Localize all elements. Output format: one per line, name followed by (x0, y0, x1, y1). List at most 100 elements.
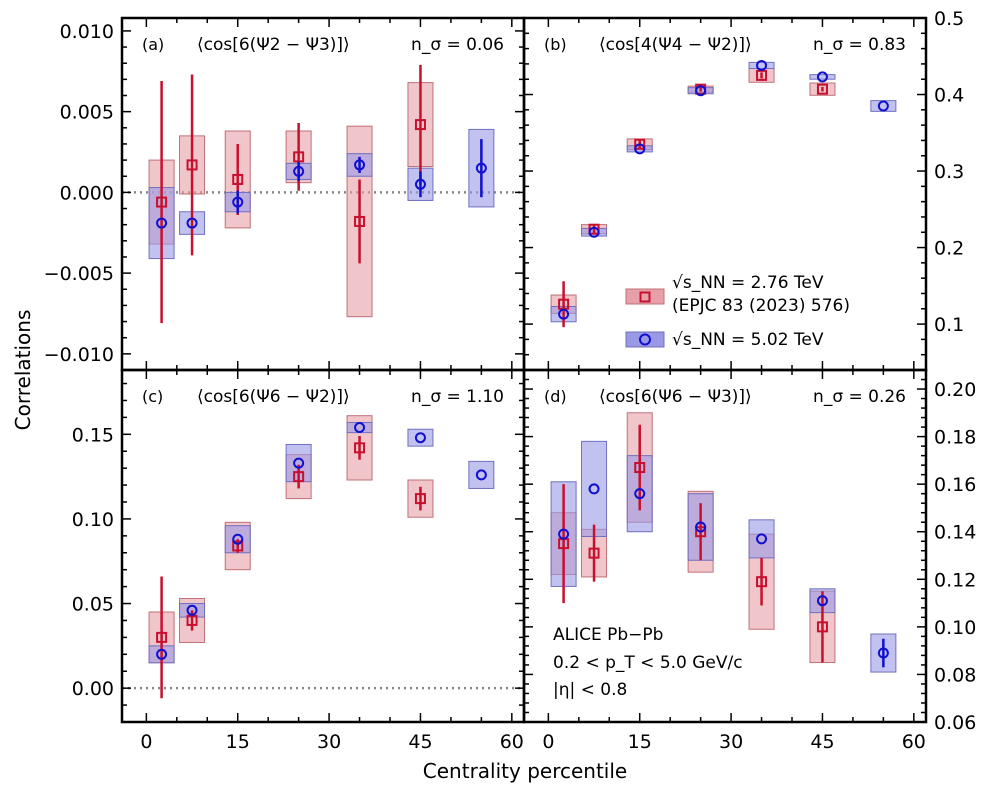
y-tick-label: 0.16 (934, 474, 976, 496)
point-red-2.5 (156, 196, 168, 208)
point-blue-55 (475, 162, 487, 174)
panel-label-d: (d) (544, 387, 567, 406)
point-blue-2.5 (156, 217, 168, 229)
point-blue-15 (232, 533, 244, 545)
y-tick-label: 0.2 (934, 238, 964, 260)
legend-label-5-02-tev: √s_NN = 5.02 TeV (672, 330, 824, 350)
point-blue-25 (293, 457, 305, 469)
panel-nsigma-d: n_σ = 0.26 (813, 387, 906, 407)
y-tick-label: −0.005 (44, 263, 114, 285)
point-red-45 (414, 493, 426, 505)
x-tick-label-60: 60 (902, 731, 926, 753)
point-blue-2.5 (558, 308, 570, 320)
note-line-1: ALICE Pb−Pb (553, 625, 663, 645)
y-tick-label: 0.10 (72, 509, 114, 531)
y-tick-label: 0.06 (934, 712, 976, 734)
panel-d: 0 15 30 45 60 0.06 0.08 0.10 0.12 0.14 0.16 0.18 0.2… (522, 368, 976, 753)
point-blue-35 (354, 159, 366, 171)
legend-label-epjc: (EPJC 83 (2023) 576) (672, 296, 850, 316)
panel-title-a: ⟨cos[6(Ψ2 − Ψ3)]⟩ (197, 35, 350, 55)
note-line-3: |η| < 0.8 (553, 680, 627, 700)
y-axis-label: Correlations (11, 310, 35, 431)
point-red-35 (354, 442, 366, 454)
point-blue-7.5 (588, 226, 600, 238)
point-red-15 (232, 540, 244, 552)
sys-box-blue-35 (748, 61, 775, 70)
legend-label-2-76-tev: √s_NN = 2.76 TeV (672, 273, 824, 293)
point-blue-55 (475, 469, 487, 481)
point-red-15 (634, 138, 646, 150)
y-tick-label: 0.18 (934, 427, 976, 449)
panel-label-b: (b) (544, 35, 567, 54)
point-blue-35 (354, 422, 366, 434)
legend-entry-2-76-tev: √s_NN = 2.76 TeV (EPJC 83 (2023) 576) (625, 273, 850, 316)
legend: √s_NN = 2.76 TeV (EPJC 83 (2023) 576) √s… (625, 273, 850, 350)
legend-swatch-blue (625, 331, 665, 348)
panel-c-frame (120, 368, 526, 724)
y-tick-label: 0.20 (934, 379, 976, 401)
point-blue-7.5 (186, 604, 198, 616)
point-blue-25 (293, 165, 305, 177)
x-tick-label-0: 0 (542, 731, 554, 753)
panel-label-a: (a) (142, 35, 164, 54)
panel-title-b: ⟨cos[4(Ψ4 − Ψ2)]⟩ (599, 35, 752, 55)
sys-box-blue-35 (748, 519, 775, 559)
x-tick-label-30: 30 (317, 731, 341, 753)
point-red-25 (695, 526, 707, 538)
y-tick-label: 0.1 (934, 314, 964, 336)
y-tick-label: 0.05 (72, 594, 114, 616)
point-blue-25 (695, 85, 707, 97)
y-tick-label: 0.14 (934, 522, 976, 544)
point-red-15 (634, 462, 646, 474)
y-tick-label: 0.010 (60, 21, 114, 43)
point-red-35 (756, 576, 768, 588)
sys-box-blue-55 (468, 460, 495, 489)
x-tick-label-30: 30 (719, 731, 743, 753)
panel-label-c: (c) (142, 387, 163, 406)
panel-b-data (550, 59, 897, 328)
y-tick-label: 0.4 (934, 85, 964, 107)
point-red-45 (816, 621, 828, 633)
point-blue-15 (232, 196, 244, 208)
x-tick-label-15: 15 (226, 731, 250, 753)
point-blue-25 (695, 521, 707, 533)
point-red-25 (293, 151, 305, 163)
point-blue-7.5 (186, 217, 198, 229)
panel-nsigma-b: n_σ = 0.83 (813, 35, 906, 55)
sys-box-blue-7.5 (581, 440, 608, 537)
x-tick-label-15: 15 (628, 731, 652, 753)
panel-title-c: ⟨cos[6(Ψ6 − Ψ2)]⟩ (197, 387, 350, 407)
x-axis-label: Centrality percentile (423, 759, 627, 783)
x-tick-label-0: 0 (140, 731, 152, 753)
panel-c: 0 15 30 45 60 0.00 0.05 0.10 0.15 (c) ⟨cos[6(Ψ6 − … (72, 368, 526, 753)
panel-b-frame (522, 16, 928, 372)
y-tick-label: 0.15 (72, 424, 114, 446)
experiment-note: ALICE Pb−Pb 0.2 < p_T < 5.0 GeV/c |η| < … (553, 625, 743, 700)
x-tick-label-60: 60 (500, 731, 524, 753)
point-blue-55 (877, 647, 889, 659)
point-blue-45 (816, 71, 828, 83)
panel-nsigma-c: n_σ = 1.10 (411, 387, 504, 407)
point-red-7.5 (186, 159, 198, 171)
x-tick-label-45: 45 (810, 731, 834, 753)
point-blue-7.5 (588, 483, 600, 495)
y-tick-label: 0.3 (934, 161, 964, 183)
point-red-35 (354, 215, 366, 227)
point-red-15 (232, 173, 244, 185)
point-red-7.5 (186, 614, 198, 626)
panel-c-data (122, 415, 524, 699)
point-blue-2.5 (156, 648, 168, 660)
point-red-45 (414, 119, 426, 131)
panel-d-data (550, 412, 897, 673)
point-blue-45 (414, 432, 426, 444)
panel-d-frame (522, 368, 928, 724)
y-tick-label: 0.5 (934, 8, 964, 30)
point-blue-15 (634, 488, 646, 500)
y-tick-label: 0.10 (934, 617, 976, 639)
point-blue-15 (634, 143, 646, 155)
point-red-25 (293, 471, 305, 483)
x-tick-label-45: 45 (408, 731, 432, 753)
y-tick-label: −0.010 (44, 344, 114, 366)
